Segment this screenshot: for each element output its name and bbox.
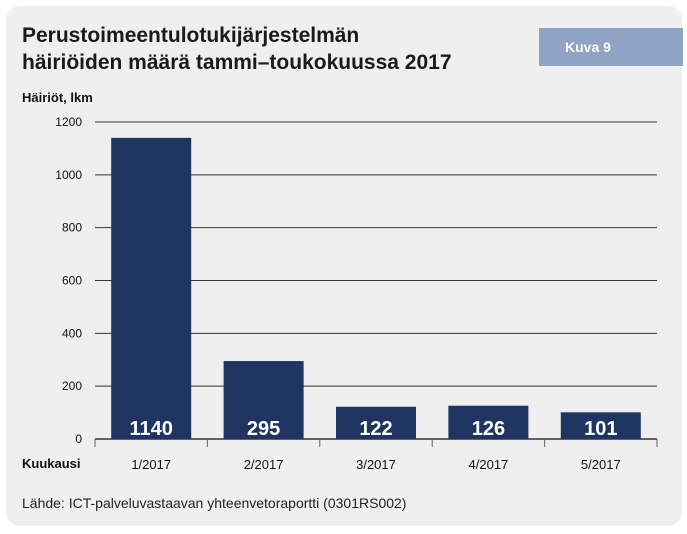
bar <box>111 137 192 439</box>
x-axis-label: Kuukausi <box>22 456 81 471</box>
bar <box>560 412 641 439</box>
bar-value-label: 101 <box>584 418 617 440</box>
bar-value-label: 122 <box>359 418 392 440</box>
y-tick-label: 200 <box>62 379 82 393</box>
x-tick-label: 5/2017 <box>581 457 621 472</box>
source-note: Lähde: ICT-palveluvastaavan yhteenvetora… <box>22 495 407 511</box>
x-tick-label: 4/2017 <box>469 457 509 472</box>
y-tick-label: 1000 <box>55 168 82 182</box>
chart-title-line2: häiriöiden määrä tammi–toukokuussa 2017 <box>22 51 452 74</box>
figure-number-badge: Kuva 9 <box>539 28 683 66</box>
bar-value-label: 126 <box>472 418 505 440</box>
chart-title: Perustoimeentulotukijärjestelmän häiriöi… <box>22 22 492 76</box>
bar-value-label: 295 <box>247 418 280 440</box>
y-tick-label: 0 <box>75 432 82 446</box>
bar-value-label: 1140 <box>130 418 173 440</box>
x-tick-label: 1/2017 <box>131 457 171 472</box>
y-tick-label: 600 <box>62 274 82 288</box>
bar <box>448 405 529 439</box>
y-axis-label: Häiriöt, lkm <box>22 90 93 105</box>
bar <box>223 361 304 439</box>
y-tick-label: 800 <box>62 221 82 235</box>
x-tick-label: 2/2017 <box>244 457 284 472</box>
y-tick-label: 1200 <box>55 115 82 129</box>
bar <box>336 406 416 439</box>
chart-title-line1: Perustoimeentulotukijärjestelmän <box>22 24 360 47</box>
x-tick-label: 3/2017 <box>356 457 396 472</box>
y-tick-label: 400 <box>62 326 82 340</box>
